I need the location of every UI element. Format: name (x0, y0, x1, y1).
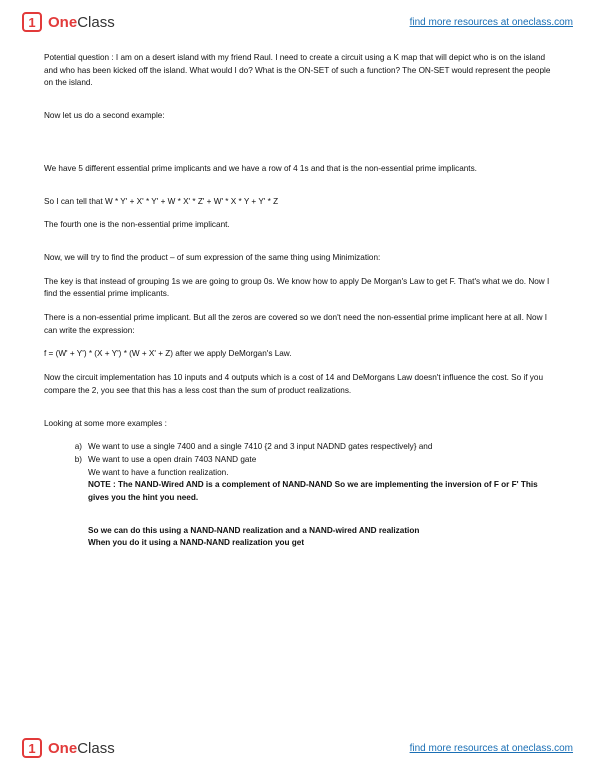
footer-bar: 1 OneClass find more resources at onecla… (0, 726, 595, 770)
brand-class: Class (77, 14, 115, 31)
example-list: a) We want to use a single 7400 and a si… (44, 441, 551, 550)
list-item: b) We want to use a open drain 7403 NAND… (70, 454, 551, 467)
list-marker (70, 479, 88, 504)
paragraph: Now let us do a second example: (44, 110, 551, 123)
paragraph: The key is that instead of grouping 1s w… (44, 276, 551, 301)
brand-one: One (48, 14, 77, 31)
brand-class: Class (77, 740, 115, 757)
brand-icon: 1 (22, 738, 42, 758)
paragraph: So I can tell that W * Y' + X' * Y' + W … (44, 196, 551, 209)
brand-text: OneClass (48, 740, 115, 757)
paragraph: We have 5 different essential prime impl… (44, 163, 551, 176)
paragraph: Potential question : I am on a desert is… (44, 52, 551, 90)
header-bar: 1 OneClass find more resources at onecla… (0, 0, 595, 44)
list-item: So we can do this using a NAND-NAND real… (70, 525, 551, 538)
list-marker (70, 525, 88, 538)
paragraph: f = (W' + Y') * (X + Y') * (W + X' + Z) … (44, 348, 551, 361)
list-text: We want to use a single 7400 and a singl… (88, 441, 432, 454)
list-text: So we can do this using a NAND-NAND real… (88, 525, 419, 538)
footer-link[interactable]: find more resources at oneclass.com (410, 743, 573, 754)
list-marker: b) (70, 454, 88, 467)
list-text: When you do it using a NAND-NAND realiza… (88, 537, 304, 550)
list-item: When you do it using a NAND-NAND realiza… (70, 537, 551, 550)
header-link[interactable]: find more resources at oneclass.com (410, 17, 573, 28)
paragraph: There is a non-essential prime implicant… (44, 312, 551, 337)
paragraph: Looking at some more examples : (44, 418, 551, 431)
paragraph: The fourth one is the non-essential prim… (44, 219, 551, 232)
brand-logo: 1 OneClass (22, 738, 115, 758)
list-text: We want to use a open drain 7403 NAND ga… (88, 454, 256, 467)
list-marker (70, 467, 88, 480)
paragraph: Now the circuit implementation has 10 in… (44, 372, 551, 397)
list-marker (70, 537, 88, 550)
list-item: NOTE : The NAND-Wired AND is a complemen… (70, 479, 551, 504)
brand-logo: 1 OneClass (22, 12, 115, 32)
document-body: Potential question : I am on a desert is… (0, 44, 595, 550)
brand-text: OneClass (48, 14, 115, 31)
brand-icon: 1 (22, 12, 42, 32)
list-marker: a) (70, 441, 88, 454)
note-text: NOTE : The NAND-Wired AND is a complemen… (88, 479, 551, 504)
page: 1 OneClass find more resources at onecla… (0, 0, 595, 770)
list-item: a) We want to use a single 7400 and a si… (70, 441, 551, 454)
list-text: We want to have a function realization. (88, 467, 228, 480)
list-item: We want to have a function realization. (70, 467, 551, 480)
paragraph: Now, we will try to find the product – o… (44, 252, 551, 265)
brand-one: One (48, 740, 77, 757)
